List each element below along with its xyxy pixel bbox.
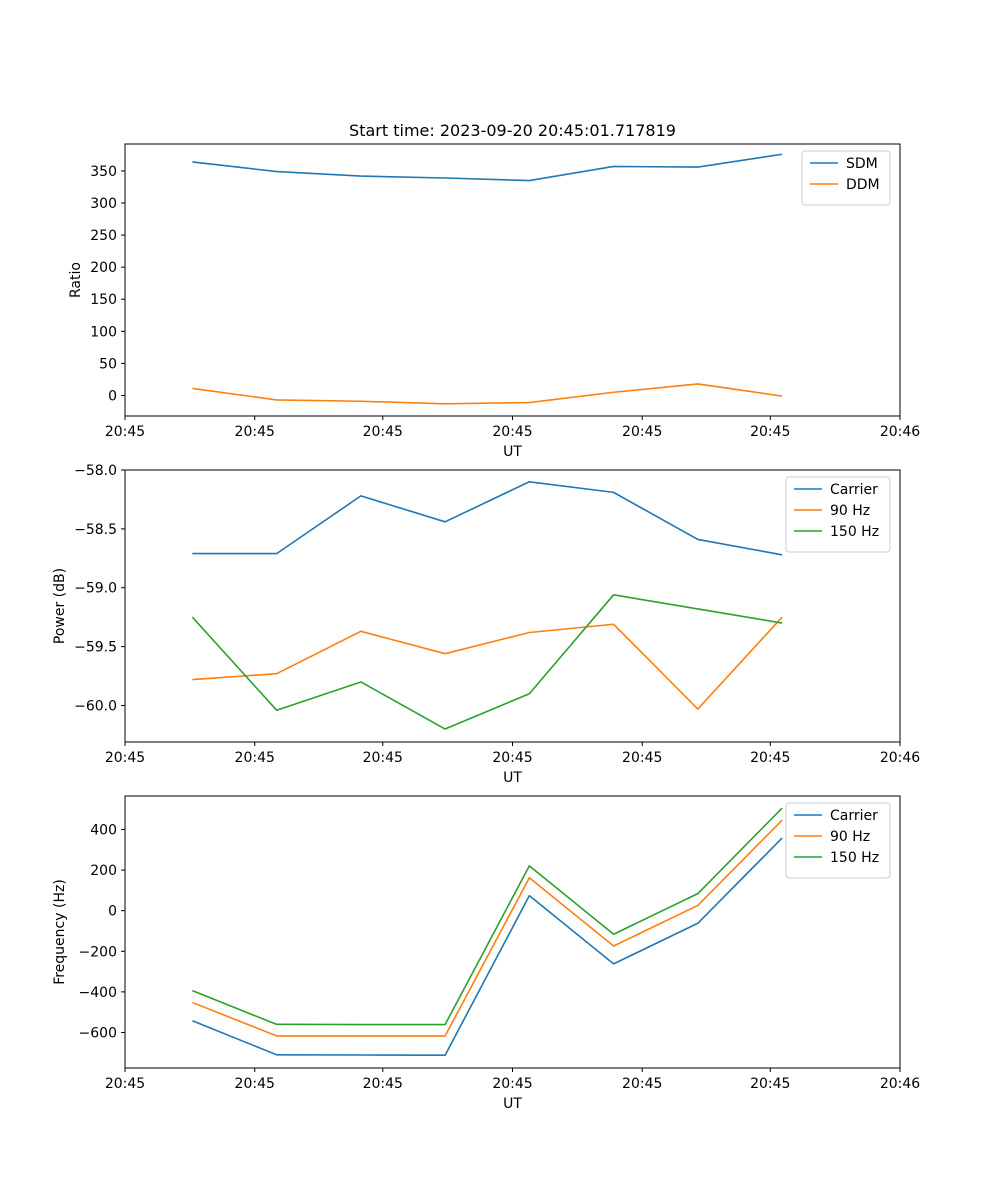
y-tick-label: 200 <box>90 260 117 276</box>
series-line-90-hz <box>192 819 783 1037</box>
y-tick-label: 400 <box>90 822 117 838</box>
y-axis-label: Frequency (Hz) <box>52 879 68 985</box>
y-tick-label: −58.0 <box>74 463 117 479</box>
y-tick-label: 50 <box>99 356 117 372</box>
x-tick-label: 20:45 <box>363 424 403 440</box>
x-axis-label: UT <box>503 444 522 460</box>
legend-label: Carrier <box>830 482 878 498</box>
legend-label: SDM <box>846 156 878 172</box>
x-tick-label: 20:45 <box>492 750 532 766</box>
series-line-150-hz <box>192 807 783 1026</box>
y-axis-label: Power (dB) <box>52 568 68 644</box>
y-tick-label: 300 <box>90 196 117 212</box>
y-tick-label: −59.5 <box>74 640 117 656</box>
legend-label: Carrier <box>830 808 878 824</box>
x-tick-label: 20:46 <box>880 424 920 440</box>
y-tick-label: 0 <box>108 388 117 404</box>
legend-label: 150 Hz <box>830 850 879 866</box>
x-tick-label: 20:45 <box>235 424 275 440</box>
x-tick-label: 20:45 <box>363 1076 403 1092</box>
legend-label: DDM <box>846 177 880 193</box>
subplot-1: 20:45 20:45 20:45 20:45 20:45 20:45 20:46 0 50 10… <box>68 143 920 460</box>
x-axis-label: UT <box>503 1096 522 1112</box>
x-tick-label: 20:45 <box>492 424 532 440</box>
x-tick-label: 20:46 <box>880 750 920 766</box>
x-tick-label: 20:45 <box>363 750 403 766</box>
series-line-sdm <box>192 153 783 182</box>
x-tick-label: 20:45 <box>105 1076 145 1092</box>
series-line-90-hz <box>192 616 783 710</box>
series-line-carrier <box>192 837 783 1057</box>
legend: Carrier 90 Hz 150 Hz <box>785 476 891 553</box>
series-line-carrier <box>192 480 783 556</box>
y-tick-label: 0 <box>108 904 117 920</box>
x-tick-label: 20:45 <box>750 1076 790 1092</box>
subplot-2: 20:45 20:45 20:45 20:45 20:45 20:45 20:46 −60.0… <box>52 463 920 786</box>
figure-title: Start time: 2023-09-20 20:45:01.717819 <box>349 121 676 140</box>
x-tick-label: 20:45 <box>235 1076 275 1092</box>
series-line-150-hz <box>191 594 783 730</box>
subplots: 20:45 20:45 20:45 20:45 20:45 20:45 20:46 0 50 10… <box>52 143 920 1112</box>
legend-frame <box>785 802 891 879</box>
y-tick-label: 250 <box>90 228 117 244</box>
x-tick-label: 20:46 <box>880 1076 920 1092</box>
y-tick-label: 200 <box>90 863 117 879</box>
legend-label: 90 Hz <box>830 829 870 845</box>
y-tick-label: −59.0 <box>74 581 117 597</box>
series-line-ddm <box>192 383 783 405</box>
x-tick-label: 20:45 <box>235 750 275 766</box>
y-tick-label: −200 <box>79 944 117 960</box>
legend-label: 90 Hz <box>830 503 870 519</box>
x-tick-label: 20:45 <box>492 1076 532 1092</box>
y-tick-label: −400 <box>79 985 117 1001</box>
y-tick-label: 350 <box>90 164 117 180</box>
x-tick-label: 20:45 <box>750 424 790 440</box>
legend: Carrier 90 Hz 150 Hz <box>785 802 891 879</box>
x-tick-label: 20:45 <box>750 750 790 766</box>
y-tick-label: −60.0 <box>74 698 117 714</box>
x-axis-label: UT <box>503 770 522 786</box>
y-tick-label: 150 <box>90 292 117 308</box>
y-axis-label: Ratio <box>68 262 84 298</box>
y-tick-label: −58.5 <box>74 522 117 538</box>
y-tick-label: −600 <box>79 1025 117 1041</box>
x-tick-label: 20:45 <box>622 1076 662 1092</box>
legend: SDM DDM <box>801 150 891 206</box>
x-tick-label: 20:45 <box>105 424 145 440</box>
x-tick-label: 20:45 <box>622 750 662 766</box>
subplot-3: 20:45 20:45 20:45 20:45 20:45 20:45 20:46 −600 −… <box>52 795 920 1112</box>
x-tick-label: 20:45 <box>622 424 662 440</box>
legend-frame <box>785 476 891 553</box>
y-tick-label: 100 <box>90 324 117 340</box>
legend-label: 150 Hz <box>830 524 879 540</box>
x-tick-label: 20:45 <box>105 750 145 766</box>
legend-frame <box>801 150 891 206</box>
